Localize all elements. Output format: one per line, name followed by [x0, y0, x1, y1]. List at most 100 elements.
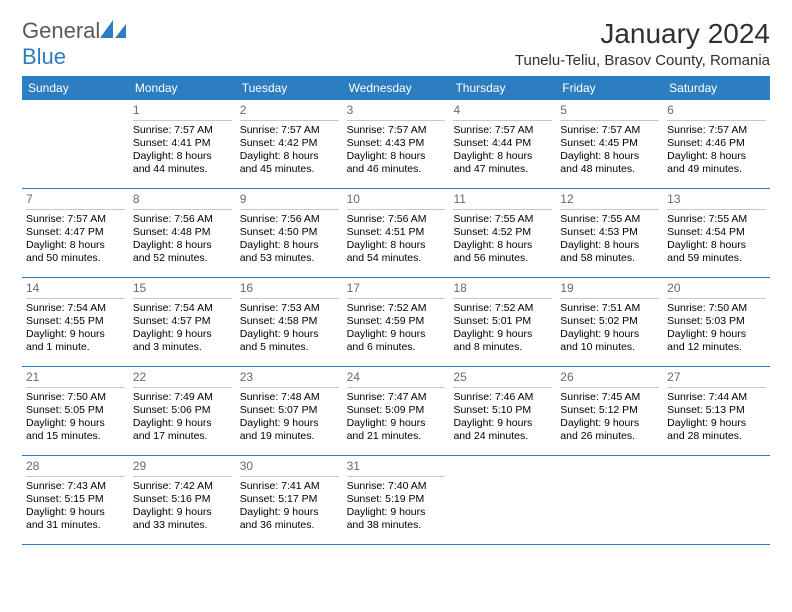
daylight-line: Daylight: 9 hours and 36 minutes. — [240, 506, 339, 532]
sail-icon — [100, 18, 126, 36]
day-number: 24 — [347, 370, 446, 388]
sunset-line: Sunset: 5:09 PM — [347, 404, 446, 417]
daylight-line: Daylight: 8 hours and 50 minutes. — [26, 239, 125, 265]
day-number: 17 — [347, 281, 446, 299]
day-cell: 13Sunrise: 7:55 AMSunset: 4:54 PMDayligh… — [663, 189, 770, 277]
day-cell — [556, 456, 663, 544]
month-title: January 2024 — [515, 18, 770, 50]
day-cell: 2Sunrise: 7:57 AMSunset: 4:42 PMDaylight… — [236, 100, 343, 188]
day-cell: 25Sunrise: 7:46 AMSunset: 5:10 PMDayligh… — [449, 367, 556, 455]
sunrise-line: Sunrise: 7:48 AM — [240, 391, 339, 404]
brand-logo: GeneralBlue — [22, 18, 126, 70]
sunrise-line: Sunrise: 7:50 AM — [667, 302, 766, 315]
sunset-line: Sunset: 4:53 PM — [560, 226, 659, 239]
sunset-line: Sunset: 4:59 PM — [347, 315, 446, 328]
sunrise-line: Sunrise: 7:54 AM — [133, 302, 232, 315]
sunset-line: Sunset: 4:44 PM — [453, 137, 552, 150]
sunrise-line: Sunrise: 7:47 AM — [347, 391, 446, 404]
day-cell: 23Sunrise: 7:48 AMSunset: 5:07 PMDayligh… — [236, 367, 343, 455]
daylight-line: Daylight: 8 hours and 46 minutes. — [347, 150, 446, 176]
day-cell — [449, 456, 556, 544]
day-cell: 22Sunrise: 7:49 AMSunset: 5:06 PMDayligh… — [129, 367, 236, 455]
day-number: 18 — [453, 281, 552, 299]
day-cell — [22, 100, 129, 188]
day-cell: 7 Sunrise: 7:57 AMSunset: 4:47 PMDaylight… — [22, 189, 129, 277]
sunset-line: Sunset: 4:47 PM — [26, 226, 125, 239]
day-cell — [663, 456, 770, 544]
day-number: 13 — [667, 192, 766, 210]
day-number: 4 — [453, 103, 552, 121]
weekday-header: Wednesday — [343, 76, 450, 100]
day-number: 7 — [26, 192, 125, 210]
sunset-line: Sunset: 5:12 PM — [560, 404, 659, 417]
daylight-line: Daylight: 9 hours and 6 minutes. — [347, 328, 446, 354]
sunrise-line: Sunrise: 7:49 AM — [133, 391, 232, 404]
weekday-header: Saturday — [663, 76, 770, 100]
day-cell: 4Sunrise: 7:57 AMSunset: 4:44 PMDaylight… — [449, 100, 556, 188]
day-number: 12 — [560, 192, 659, 210]
day-number: 5 — [560, 103, 659, 121]
sunrise-line: Sunrise: 7:57 AM — [347, 124, 446, 137]
sunrise-line: Sunrise: 7:52 AM — [453, 302, 552, 315]
sunset-line: Sunset: 5:15 PM — [26, 493, 125, 506]
sunset-line: Sunset: 5:06 PM — [133, 404, 232, 417]
sunset-line: Sunset: 5:02 PM — [560, 315, 659, 328]
location-line: Tunelu-Teliu, Brasov County, Romania — [515, 52, 770, 69]
daylight-line: Daylight: 8 hours and 44 minutes. — [133, 150, 232, 176]
day-number: 19 — [560, 281, 659, 299]
daylight-line: Daylight: 8 hours and 47 minutes. — [453, 150, 552, 176]
day-cell: 31Sunrise: 7:40 AMSunset: 5:19 PMDayligh… — [343, 456, 450, 544]
day-cell: 6Sunrise: 7:57 AMSunset: 4:46 PMDaylight… — [663, 100, 770, 188]
sunset-line: Sunset: 5:13 PM — [667, 404, 766, 417]
day-number: 3 — [347, 103, 446, 121]
daylight-line: Daylight: 9 hours and 28 minutes. — [667, 417, 766, 443]
day-number: 8 — [133, 192, 232, 210]
sunrise-line: Sunrise: 7:57 AM — [26, 213, 125, 226]
day-number: 1 — [133, 103, 232, 121]
day-cell: 26Sunrise: 7:45 AMSunset: 5:12 PMDayligh… — [556, 367, 663, 455]
weekday-header-row: Sunday Monday Tuesday Wednesday Thursday… — [22, 76, 770, 100]
daylight-line: Daylight: 8 hours and 48 minutes. — [560, 150, 659, 176]
sunset-line: Sunset: 5:07 PM — [240, 404, 339, 417]
calendar-grid: Sunday Monday Tuesday Wednesday Thursday… — [22, 76, 770, 545]
sunrise-line: Sunrise: 7:55 AM — [560, 213, 659, 226]
sunset-line: Sunset: 4:43 PM — [347, 137, 446, 150]
day-cell: 10Sunrise: 7:56 AMSunset: 4:51 PMDayligh… — [343, 189, 450, 277]
sunrise-line: Sunrise: 7:56 AM — [347, 213, 446, 226]
sunset-line: Sunset: 5:03 PM — [667, 315, 766, 328]
brand-name-part2: Blue — [22, 44, 66, 69]
day-number: 10 — [347, 192, 446, 210]
sunrise-line: Sunrise: 7:56 AM — [240, 213, 339, 226]
sunset-line: Sunset: 5:16 PM — [133, 493, 232, 506]
sunrise-line: Sunrise: 7:57 AM — [133, 124, 232, 137]
day-number: 11 — [453, 192, 552, 210]
sunrise-line: Sunrise: 7:53 AM — [240, 302, 339, 315]
day-number: 25 — [453, 370, 552, 388]
sunrise-line: Sunrise: 7:51 AM — [560, 302, 659, 315]
sunset-line: Sunset: 4:45 PM — [560, 137, 659, 150]
day-cell: 5 Sunrise: 7:57 AMSunset: 4:45 PMDaylight… — [556, 100, 663, 188]
daylight-line: Daylight: 9 hours and 31 minutes. — [26, 506, 125, 532]
day-number: 6 — [667, 103, 766, 121]
week-row: 28Sunrise: 7:43 AMSunset: 5:15 PMDayligh… — [22, 456, 770, 545]
daylight-line: Daylight: 9 hours and 38 minutes. — [347, 506, 446, 532]
sunset-line: Sunset: 5:10 PM — [453, 404, 552, 417]
day-cell: 17Sunrise: 7:52 AMSunset: 4:59 PMDayligh… — [343, 278, 450, 366]
sunrise-line: Sunrise: 7:55 AM — [453, 213, 552, 226]
sunrise-line: Sunrise: 7:57 AM — [560, 124, 659, 137]
daylight-line: Daylight: 9 hours and 3 minutes. — [133, 328, 232, 354]
sunrise-line: Sunrise: 7:42 AM — [133, 480, 232, 493]
weekday-header: Monday — [129, 76, 236, 100]
daylight-line: Daylight: 9 hours and 33 minutes. — [133, 506, 232, 532]
sunset-line: Sunset: 4:41 PM — [133, 137, 232, 150]
sunset-line: Sunset: 4:50 PM — [240, 226, 339, 239]
sunset-line: Sunset: 4:51 PM — [347, 226, 446, 239]
sunset-line: Sunset: 5:19 PM — [347, 493, 446, 506]
day-number: 16 — [240, 281, 339, 299]
day-number: 20 — [667, 281, 766, 299]
sunset-line: Sunset: 4:54 PM — [667, 226, 766, 239]
day-number: 30 — [240, 459, 339, 477]
sunset-line: Sunset: 4:46 PM — [667, 137, 766, 150]
day-cell: 8Sunrise: 7:56 AMSunset: 4:48 PMDaylight… — [129, 189, 236, 277]
sunset-line: Sunset: 5:17 PM — [240, 493, 339, 506]
